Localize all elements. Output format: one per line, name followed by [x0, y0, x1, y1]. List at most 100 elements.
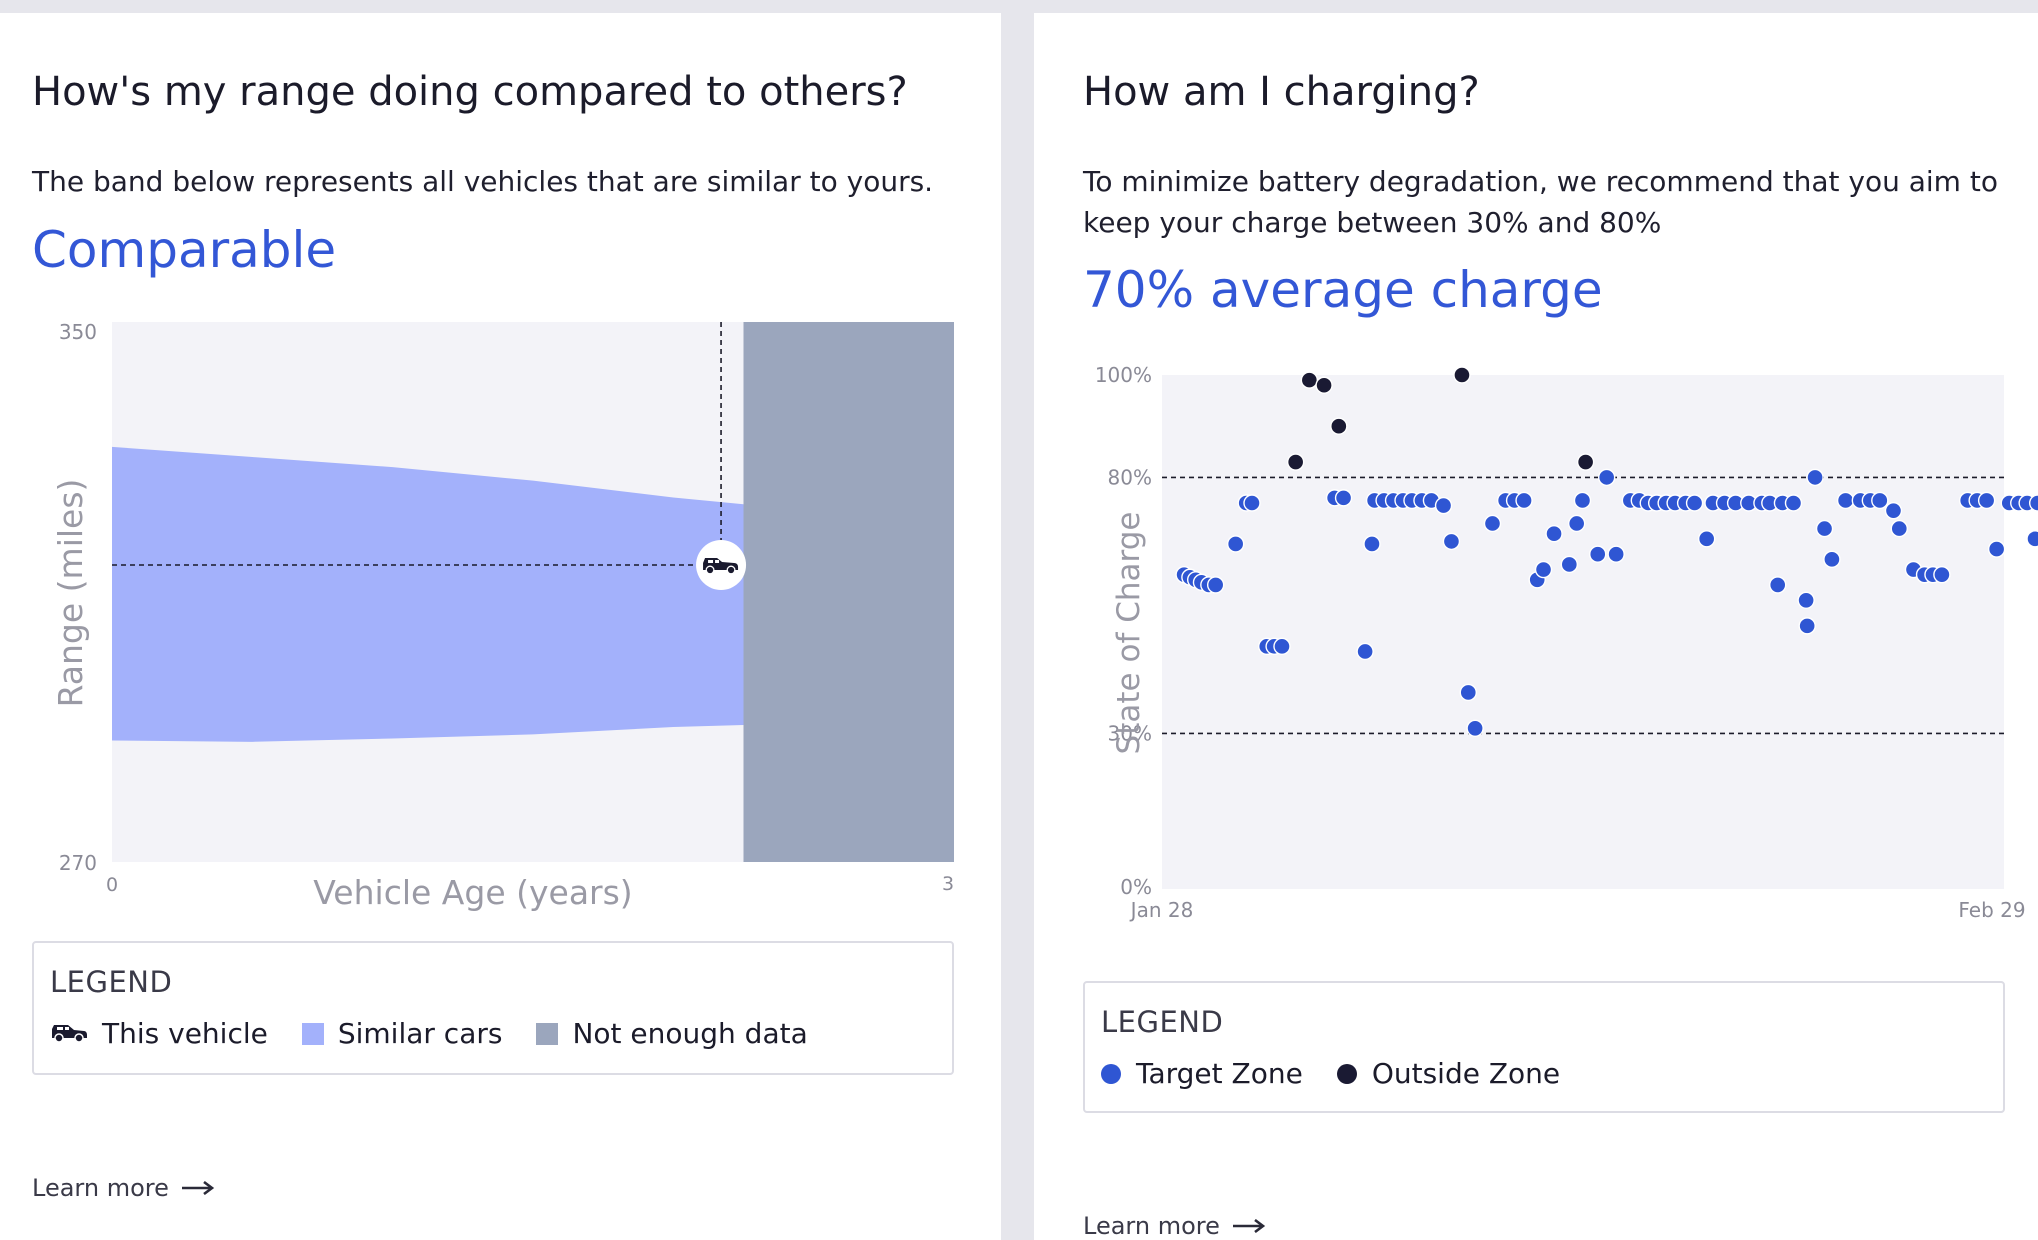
legend-label-similar-cars: Similar cars — [337, 1017, 503, 1050]
legend-item-similar-cars: Similar cars — [301, 1017, 503, 1050]
target-zone-point — [1607, 545, 1625, 563]
range-status-headline: Comparable — [32, 221, 337, 279]
car-window — [715, 560, 720, 563]
y-tick-label: 0% — [1120, 875, 1152, 899]
y-tick-label: 270 — [59, 851, 97, 875]
legend-item-not-enough-data: Not enough data — [536, 1017, 808, 1050]
target-zone-point — [1890, 519, 1908, 538]
charging-card: How am I charging? To minimize battery d… — [1034, 13, 2038, 1240]
x-tick-label: 0 — [106, 874, 118, 896]
y-axis-title: Range (miles) — [51, 479, 90, 708]
target-zone-point — [1273, 637, 1291, 656]
outside-zone-point — [1315, 376, 1333, 394]
target-zone-point — [1356, 642, 1374, 661]
legend-item-outside-zone: Outside Zone — [1336, 1057, 1561, 1090]
legend-item-this-vehicle: This vehicle — [50, 1017, 268, 1050]
target-zone-point — [1226, 535, 1245, 553]
target-zone-point — [1459, 683, 1477, 702]
car-wheel-icon — [705, 565, 715, 575]
outside-zone-point — [1300, 371, 1319, 389]
similar-cars-band — [112, 446, 744, 742]
outside-zone-dot — [1336, 1063, 1357, 1084]
legend-label-not-enough-data: Not enough data — [572, 1017, 808, 1050]
target-zone-point — [1769, 576, 1787, 594]
target-zone-point — [1823, 550, 1841, 569]
target-zone-point — [2026, 530, 2038, 548]
target-zone-point — [1545, 525, 1563, 543]
target-zone-point — [1797, 591, 1815, 609]
not-enough-data-swatch — [536, 1022, 559, 1045]
target-zone-point — [1697, 530, 1716, 548]
target-zone-point — [1806, 468, 1824, 487]
legend-label-target-zone: Target Zone — [1136, 1057, 1303, 1090]
this-vehicle-marker — [696, 540, 747, 590]
target-zone-point — [1567, 514, 1586, 533]
target-zone-point — [1442, 532, 1461, 551]
y-axis-title: State of Charge — [1111, 512, 1147, 755]
target-zone-point — [1815, 519, 1834, 538]
arrow-right-icon — [181, 1181, 215, 1195]
outside-zone-point — [1286, 453, 1305, 471]
target-zone-point — [1466, 719, 1484, 737]
outside-zone-point — [1330, 417, 1348, 435]
range-chart: 350 270 0 3 Vehicle Age (years) Range (miles) — [51, 320, 954, 912]
legend-label-outside-zone: Outside Zone — [1371, 1057, 1561, 1090]
learn-more-label: Learn more — [32, 1174, 169, 1202]
range-card: How's my range doing compared to others?… — [0, 13, 1001, 1240]
arrow-right-icon — [1232, 1219, 1266, 1233]
target-zone-point — [1589, 545, 1607, 563]
range-card-title: How's my range doing compared to others? — [32, 69, 908, 115]
car-window — [708, 560, 714, 563]
charging-card-description: To minimize battery degradation, we reco… — [1083, 165, 1998, 239]
charging-card-title: How am I charging? — [1083, 69, 1480, 115]
car-icon — [50, 1017, 88, 1050]
range-legend: LEGEND This vehicle Similar cars — [32, 941, 954, 1075]
x-tick-label: 3 — [942, 873, 954, 895]
legend-item-target-zone: Target Zone — [1101, 1057, 1303, 1090]
similar-cars-swatch — [301, 1022, 324, 1045]
charge-legend: LEGEND Target Zone Outside Zone — [1083, 981, 2005, 1113]
target-zone-point — [1597, 468, 1616, 487]
target-zone-point — [1798, 617, 1816, 635]
target-zone-point — [1784, 494, 1803, 512]
target-zone-point — [1977, 491, 1996, 510]
target-zone-point — [1560, 555, 1579, 574]
outside-zone-point — [1576, 453, 1595, 471]
y-tick-label: 100% — [1095, 363, 1152, 387]
x-axis-title: Vehicle Age (years) — [313, 873, 632, 912]
y-tick-label: 30% — [1108, 721, 1152, 745]
range-learn-more-link[interactable]: Learn more — [32, 1174, 215, 1202]
target-zone-point — [1534, 560, 1553, 579]
target-zone-point — [1206, 576, 1225, 594]
target-zone-point — [1363, 535, 1381, 553]
plot-background — [1162, 375, 2004, 889]
not-enough-data-region — [743, 322, 954, 862]
target-zone-point — [1334, 489, 1353, 507]
target-zone-point — [1243, 494, 1261, 512]
x-tick-label: Jan 28 — [1129, 898, 1194, 922]
charge-chart: 100% 80% 30% 0%Jan 28 Feb 29 State of Charge — [1095, 363, 2038, 922]
target-zone-point — [1515, 491, 1533, 510]
y-tick-label: 80% — [1108, 465, 1152, 489]
target-zone-point — [1836, 491, 1855, 510]
legend-label-this-vehicle: This vehicle — [102, 1017, 268, 1050]
learn-more-label: Learn more — [1083, 1212, 1220, 1240]
target-zone-point — [1987, 540, 2006, 558]
car-wheel-icon — [726, 565, 736, 575]
charging-learn-more-link[interactable]: Learn more — [1083, 1212, 1266, 1240]
y-tick-label: 350 — [59, 320, 97, 344]
target-zone-point — [1685, 494, 1704, 512]
target-zone-point — [1573, 491, 1592, 510]
target-zone-point — [1483, 514, 1502, 533]
target-zone-point — [1933, 565, 1951, 584]
outside-zone-point — [1453, 366, 1471, 384]
legend-title: LEGEND — [50, 965, 173, 999]
target-zone-point — [1434, 496, 1453, 515]
target-zone-point — [1871, 491, 1889, 510]
range-card-description: The band below represents all vehicles t… — [32, 165, 934, 198]
target-zone-dot — [1101, 1063, 1121, 1084]
x-tick-label: Feb 29 — [1958, 898, 2025, 922]
legend-title: LEGEND — [1101, 1005, 1224, 1039]
target-zone-point — [1884, 501, 1903, 520]
average-charge-headline: 70% average charge — [1083, 261, 1603, 319]
